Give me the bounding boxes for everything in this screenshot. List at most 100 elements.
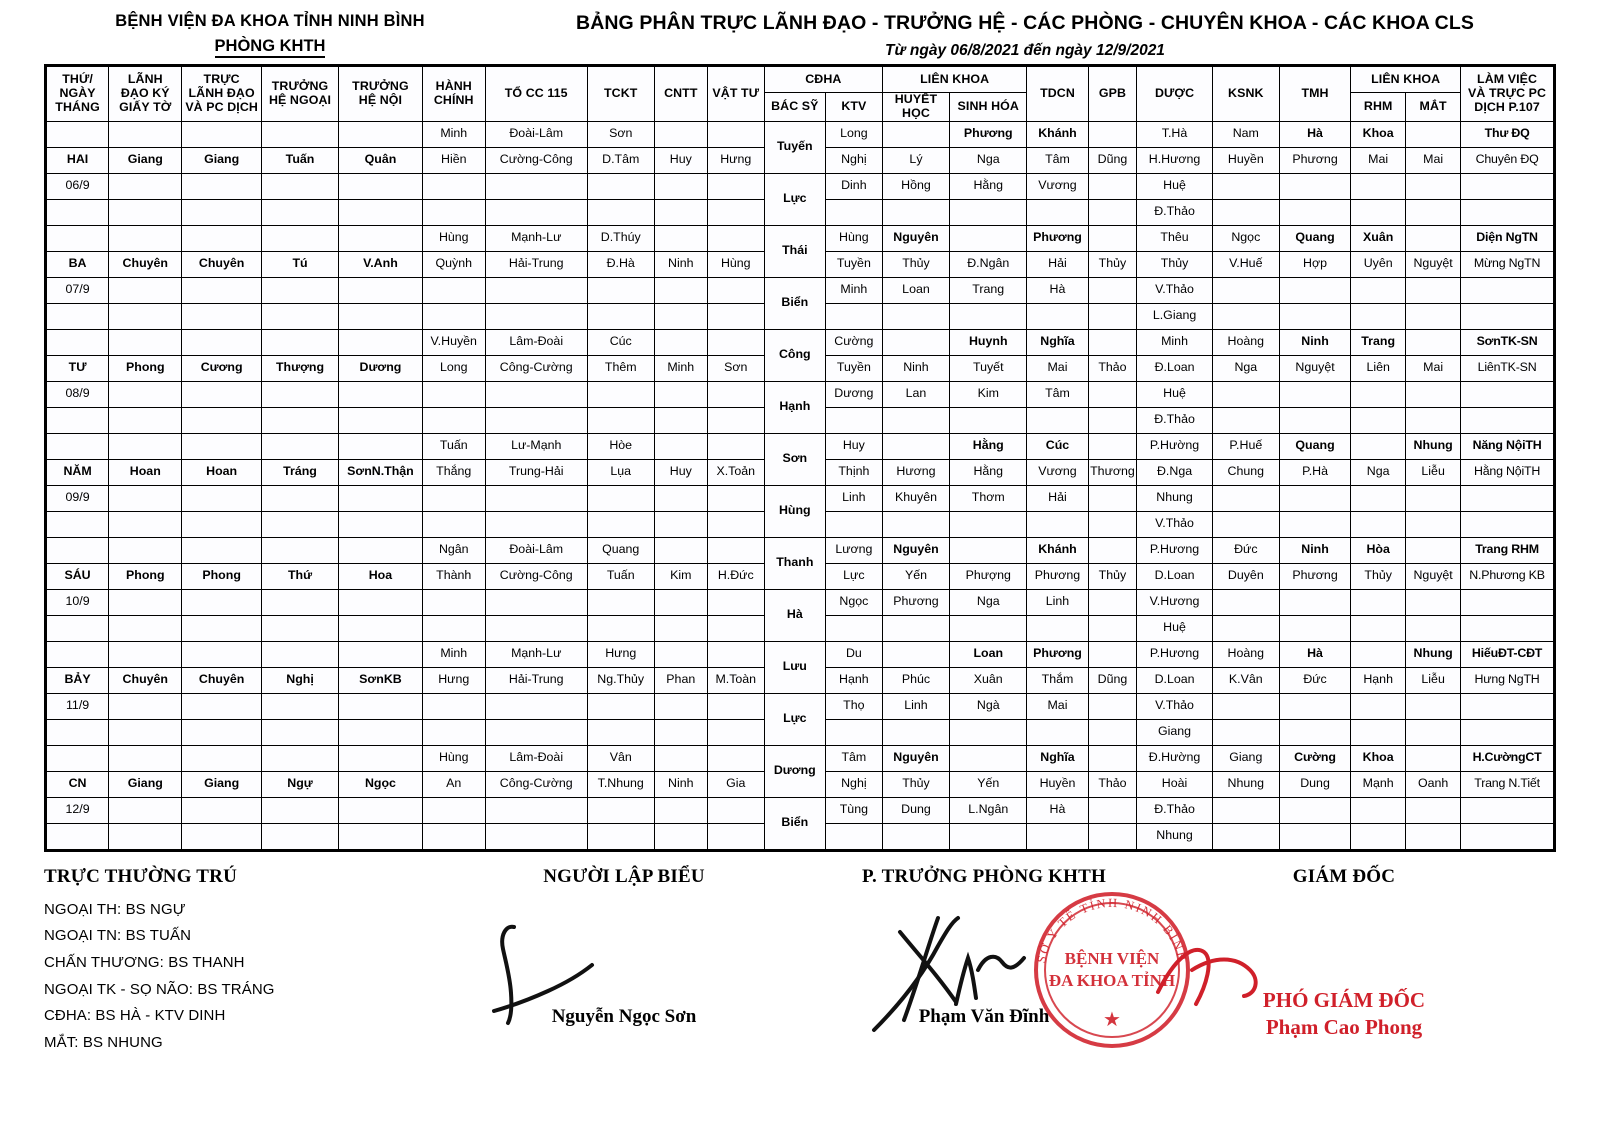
cell-rhm: Hòa	[1350, 536, 1407, 564]
date-cell: 09/9	[44, 484, 110, 512]
cell-ktv: Huy	[824, 432, 883, 460]
cell-rhm	[1350, 718, 1407, 746]
head-surgery-cell: Nghị	[260, 666, 340, 694]
cell-ksnk: Hoàng	[1211, 640, 1280, 668]
cell-huyet-hoc	[881, 406, 951, 434]
cell-tdcn	[1026, 718, 1089, 746]
cell-to-cc	[484, 276, 588, 304]
cell-tmh: Quang	[1278, 432, 1352, 460]
cell-tckt: Hòe	[586, 432, 655, 460]
cell-hanh-chinh	[421, 380, 486, 408]
director-block: GIÁM ĐỐC PHÓ GIÁM ĐỐC Phạm Cao Phong	[1164, 866, 1524, 1057]
col-p107-l2: VÀ TRỰC PC	[1468, 86, 1547, 101]
cell-sinh-hoa: Nga	[949, 588, 1028, 616]
cell-huyet-hoc	[881, 640, 951, 668]
leader-sign-blank2	[108, 822, 183, 851]
cdha-bacsy-cell: Tuyến	[763, 120, 826, 174]
cell-tmh	[1278, 302, 1352, 330]
cell-huyet-hoc: Loan	[881, 276, 951, 304]
cell-ktv: Du	[824, 640, 883, 668]
col-huyet-hoc: HUYẾT HỌC	[881, 92, 951, 122]
cell-ksnk	[1211, 198, 1280, 226]
cell-p107	[1460, 276, 1555, 304]
cell-tmh: Ninh	[1278, 536, 1352, 564]
cell-ktv: Ngọc	[824, 588, 883, 616]
cdha-bacsy-cell: Lưu	[763, 640, 826, 694]
cell-tckt	[586, 822, 655, 851]
cell-tmh: Hà	[1278, 120, 1352, 148]
table-row: 07/9 Biển Minh Loan Trang Hà V.Thảo	[44, 276, 1555, 330]
day-name-cell: CN	[44, 770, 110, 798]
cell-tckt: Sơn	[586, 120, 655, 148]
cell-duoc: Đ.Thảo	[1136, 198, 1213, 226]
leader-sign-blank	[108, 484, 183, 512]
cell-cntt	[653, 640, 708, 668]
head-internal-spacer	[338, 640, 423, 668]
cell-tckt: T.Nhung	[586, 770, 655, 798]
cell-tmh: Ninh	[1278, 328, 1352, 356]
cell-to-cc: Công-Cường	[484, 770, 588, 798]
cell-sinh-hoa	[949, 614, 1028, 642]
cell-sinh-hoa: Tuyết	[949, 354, 1028, 382]
cell-huyet-hoc	[881, 718, 951, 746]
cell-tdcn: Nghĩa	[1026, 328, 1089, 356]
cell-vat-tu: Hưng	[706, 146, 765, 174]
cell-cntt	[653, 224, 708, 252]
head-internal-blank	[338, 692, 423, 720]
leader-sign-cell: Phong	[108, 354, 183, 382]
standby-block: TRỰC THƯỜNG TRÚ NGOẠI TH: BS NGỰ NGOẠI TN…	[44, 866, 444, 1057]
cell-duoc: Thêu	[1136, 224, 1213, 252]
cell-p107: Trang RHM	[1460, 536, 1555, 564]
cell-tckt	[586, 718, 655, 746]
cell-rhm: Khoa	[1350, 744, 1407, 772]
hospital-name: BỆNH VIỆN ĐA KHOA TỈNH NINH BÌNH	[115, 12, 425, 30]
col-head-surgery-l2: HỆ NGOẠI	[268, 92, 332, 107]
cell-ksnk	[1211, 614, 1280, 642]
cell-vat-tu	[706, 614, 765, 642]
cell-p107	[1460, 718, 1555, 746]
cell-rhm	[1350, 198, 1407, 226]
head-surgery-blank	[260, 380, 340, 408]
cell-p107: Hưng NgTH	[1460, 666, 1555, 694]
cell-tdcn: Cúc	[1026, 432, 1089, 460]
cell-tmh	[1278, 380, 1352, 408]
leader-duty-spacer	[181, 328, 262, 356]
cell-rhm: Mai	[1350, 146, 1407, 174]
cell-p107	[1460, 406, 1555, 434]
day-cell-spacer	[44, 536, 110, 564]
cell-vat-tu	[706, 536, 765, 564]
cell-gpb	[1087, 718, 1138, 746]
leader-sign-spacer	[108, 224, 183, 252]
cell-sinh-hoa	[949, 510, 1028, 538]
cell-rhm	[1350, 276, 1407, 304]
cell-huyet-hoc	[881, 302, 951, 330]
cell-sinh-hoa: L.Ngân	[949, 796, 1028, 824]
cell-to-cc	[484, 510, 588, 538]
cell-ktv	[824, 510, 883, 538]
leader-sign-blank2	[108, 510, 183, 538]
cell-to-cc	[484, 822, 588, 851]
cell-huyet-hoc: Hồng	[881, 172, 951, 200]
cell-tmh	[1278, 276, 1352, 304]
cell-sinh-hoa: Trang	[949, 276, 1028, 304]
cell-tmh	[1278, 406, 1352, 434]
cell-tmh	[1278, 614, 1352, 642]
cell-rhm: Trang	[1350, 328, 1407, 356]
cell-ksnk	[1211, 406, 1280, 434]
cell-hanh-chinh: Hùng	[421, 744, 486, 772]
leader-sign-spacer	[108, 432, 183, 460]
cell-mat	[1405, 276, 1462, 304]
cell-sinh-hoa: Loan	[949, 640, 1028, 668]
cell-vat-tu	[706, 484, 765, 512]
head-internal-cell: Hoa	[338, 562, 423, 590]
cell-hanh-chinh: V.Huyền	[421, 328, 486, 356]
cell-mat	[1405, 744, 1462, 772]
cell-hanh-chinh	[421, 172, 486, 200]
cdha-bacsy-cell-2: Lực	[763, 172, 826, 226]
cell-ktv	[824, 822, 883, 851]
head-surgery-cell: Thứ	[260, 562, 340, 590]
cell-tdcn: Hải	[1026, 484, 1089, 512]
cdha-bacsy-cell-2: Hạnh	[763, 380, 826, 434]
head-internal-blank2	[338, 718, 423, 746]
cell-mat	[1405, 718, 1462, 746]
